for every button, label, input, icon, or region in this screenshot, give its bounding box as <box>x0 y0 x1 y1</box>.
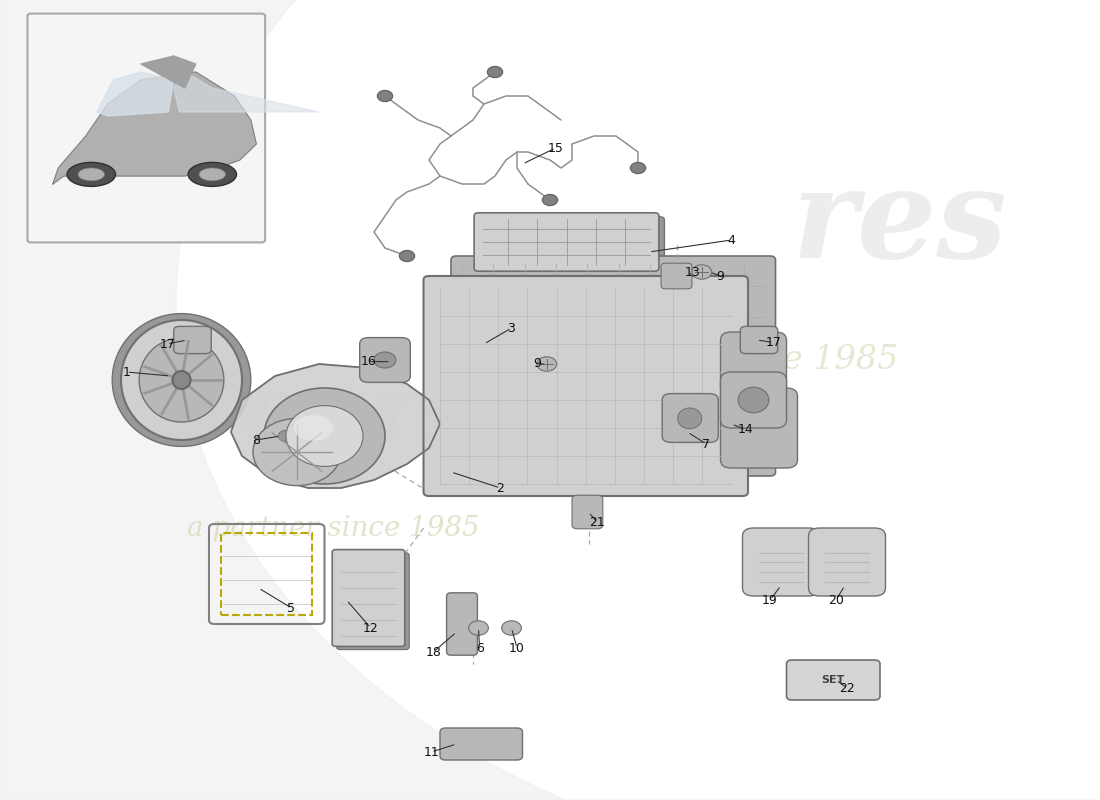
Ellipse shape <box>294 415 333 441</box>
FancyBboxPatch shape <box>28 14 265 242</box>
FancyBboxPatch shape <box>720 372 786 428</box>
Polygon shape <box>174 72 319 112</box>
Text: 12: 12 <box>363 622 378 634</box>
Ellipse shape <box>502 621 521 635</box>
Text: res: res <box>792 163 1008 285</box>
Text: a partner since 1985: a partner since 1985 <box>187 514 480 542</box>
FancyBboxPatch shape <box>662 394 718 442</box>
Text: 21: 21 <box>590 516 605 529</box>
Text: 3: 3 <box>507 322 516 334</box>
FancyBboxPatch shape <box>572 495 603 529</box>
Ellipse shape <box>121 320 242 440</box>
Ellipse shape <box>692 265 712 279</box>
Ellipse shape <box>199 168 226 181</box>
Text: 10: 10 <box>509 642 525 654</box>
FancyBboxPatch shape <box>661 263 692 289</box>
Ellipse shape <box>487 66 503 78</box>
Text: 16: 16 <box>361 355 376 368</box>
Ellipse shape <box>542 194 558 206</box>
FancyBboxPatch shape <box>440 728 522 760</box>
Text: 15: 15 <box>548 142 563 154</box>
Text: SET: SET <box>822 675 845 685</box>
Text: 4: 4 <box>727 234 736 246</box>
Ellipse shape <box>377 90 393 102</box>
Ellipse shape <box>188 162 236 186</box>
Ellipse shape <box>374 352 396 368</box>
Text: 1: 1 <box>122 366 131 378</box>
Text: 17: 17 <box>160 338 175 350</box>
FancyBboxPatch shape <box>786 660 880 700</box>
FancyBboxPatch shape <box>720 332 786 396</box>
Ellipse shape <box>78 168 104 181</box>
Text: 17: 17 <box>766 336 781 349</box>
Text: 9: 9 <box>716 270 725 282</box>
Ellipse shape <box>537 357 557 371</box>
Text: since 1985: since 1985 <box>715 344 899 376</box>
FancyBboxPatch shape <box>360 338 410 382</box>
Ellipse shape <box>112 314 251 446</box>
Text: 13: 13 <box>685 266 701 278</box>
FancyBboxPatch shape <box>474 213 659 271</box>
Ellipse shape <box>67 162 116 186</box>
FancyBboxPatch shape <box>271 425 301 447</box>
Ellipse shape <box>678 408 702 429</box>
FancyBboxPatch shape <box>808 528 886 596</box>
Ellipse shape <box>278 430 294 442</box>
Ellipse shape <box>139 338 224 422</box>
Ellipse shape <box>253 418 341 486</box>
Text: 9: 9 <box>532 358 541 370</box>
Text: europes: europes <box>242 371 663 461</box>
Text: 18: 18 <box>426 646 441 658</box>
Text: 8: 8 <box>252 434 261 446</box>
Text: 22: 22 <box>839 682 855 694</box>
FancyBboxPatch shape <box>424 276 748 496</box>
FancyBboxPatch shape <box>174 326 211 354</box>
Ellipse shape <box>469 621 488 635</box>
FancyBboxPatch shape <box>742 528 820 596</box>
Ellipse shape <box>286 406 363 466</box>
FancyBboxPatch shape <box>332 550 405 646</box>
FancyBboxPatch shape <box>337 553 409 650</box>
Text: 2: 2 <box>496 482 505 494</box>
FancyBboxPatch shape <box>480 217 664 275</box>
Polygon shape <box>97 72 174 116</box>
Bar <box>221 533 312 615</box>
Ellipse shape <box>738 387 769 413</box>
Text: 6: 6 <box>475 642 484 654</box>
Text: 7: 7 <box>702 438 711 450</box>
Text: 11: 11 <box>424 746 439 758</box>
FancyBboxPatch shape <box>720 388 798 468</box>
Text: 14: 14 <box>738 423 754 436</box>
FancyBboxPatch shape <box>740 326 778 354</box>
Text: 20: 20 <box>828 594 844 606</box>
Ellipse shape <box>173 371 190 389</box>
Ellipse shape <box>399 250 415 262</box>
Polygon shape <box>141 56 196 88</box>
FancyBboxPatch shape <box>447 593 477 655</box>
Text: 5: 5 <box>287 602 296 614</box>
Text: 19: 19 <box>762 594 778 606</box>
Ellipse shape <box>630 162 646 174</box>
FancyBboxPatch shape <box>451 256 776 476</box>
Polygon shape <box>231 364 440 488</box>
Ellipse shape <box>264 388 385 484</box>
Polygon shape <box>53 72 256 184</box>
